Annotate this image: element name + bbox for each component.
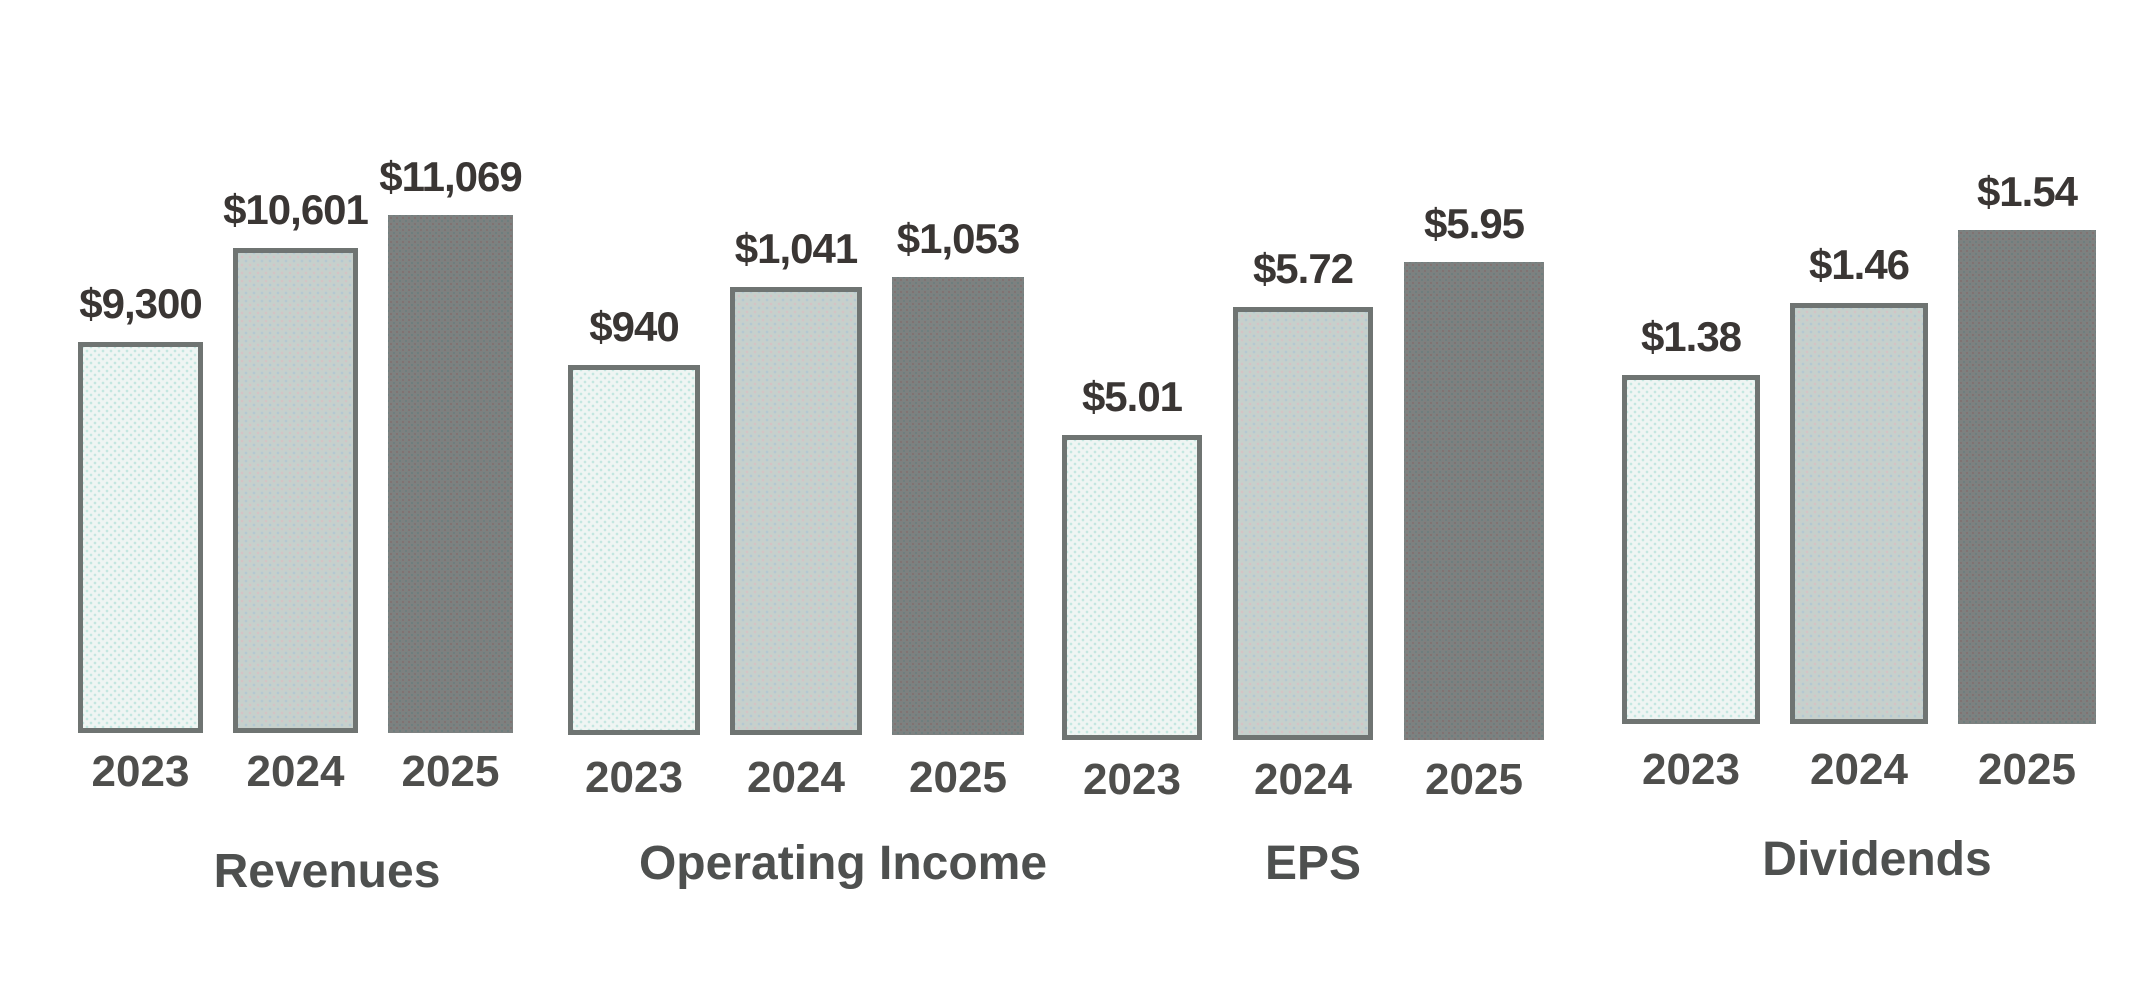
revenues-year-label-2023: 2023 (91, 747, 190, 796)
eps-year-label-2023: 2023 (1083, 755, 1181, 804)
revenues-value-label-2024: $10,601 (223, 186, 369, 233)
chart-group-operating-income: $940 2023 $1,041 2024 $1,053 2025 Operating In… (568, 0, 1047, 986)
operating-income-year-label-2025: 2025 (909, 753, 1007, 802)
revenues-value-label-2023: $9,300 (79, 280, 202, 327)
dividends-year-label-2023: 2023 (1642, 745, 1740, 794)
revenues-bar-2024 (233, 248, 358, 733)
operating-income-bar-2025 (892, 277, 1024, 735)
dividends-value-label-2025: $1.54 (1976, 168, 2078, 215)
operating-income-year-label-2023: 2023 (585, 753, 683, 802)
eps-year-label-2025: 2025 (1425, 755, 1523, 804)
group-title-revenues: Revenues (213, 845, 441, 898)
eps-value-label-2023: $5.01 (1081, 373, 1183, 420)
dividends-value-label-2023: $1.38 (1640, 313, 1742, 360)
operating-income-value-label-2023: $940 (589, 303, 679, 350)
chart-group-revenues: $9,300 2023 $10,601 2024 $11,069 2025 Revenues (78, 0, 523, 986)
revenues-bar-2023 (78, 342, 203, 733)
group-title-eps: EPS (1264, 837, 1362, 890)
group-title-operating-income: Operating Income (638, 837, 1048, 890)
operating-income-value-label-2025: $1,053 (896, 215, 1020, 262)
dividends-year-label-2024: 2024 (1810, 745, 1908, 794)
eps-year-label-2024: 2024 (1254, 755, 1352, 804)
revenues-year-label-2024: 2024 (246, 747, 345, 796)
dividends-bar-2024 (1790, 303, 1928, 724)
chart-group-eps: $5.01 2023 $5.72 2024 $5.95 2025 EPS (1062, 0, 1544, 986)
revenues-bar-2025 (388, 215, 513, 733)
chart-group-dividends: $1.38 2023 $1.46 2024 $1.54 2025 Dividends (1622, 0, 2096, 986)
operating-income-year-label-2024: 2024 (747, 753, 845, 802)
operating-income-value-label-2024: $1,041 (734, 225, 858, 272)
eps-value-label-2025: $5.95 (1423, 200, 1525, 247)
eps-bar-2024 (1233, 307, 1373, 740)
operating-income-bar-2023 (568, 365, 700, 735)
eps-value-label-2024: $5.72 (1252, 245, 1354, 292)
revenues-year-label-2025: 2025 (401, 747, 500, 796)
dividends-year-label-2025: 2025 (1978, 745, 2076, 794)
eps-bar-2023 (1062, 435, 1202, 740)
revenues-value-label-2025: $11,069 (379, 153, 523, 200)
eps-bar-2025 (1404, 262, 1544, 740)
dividends-value-label-2024: $1.46 (1808, 241, 1910, 288)
group-title-dividends: Dividends (1762, 833, 1992, 886)
operating-income-bar-2024 (730, 287, 862, 735)
dividends-bar-2025 (1958, 230, 2096, 724)
dividends-bar-2023 (1622, 375, 1760, 724)
